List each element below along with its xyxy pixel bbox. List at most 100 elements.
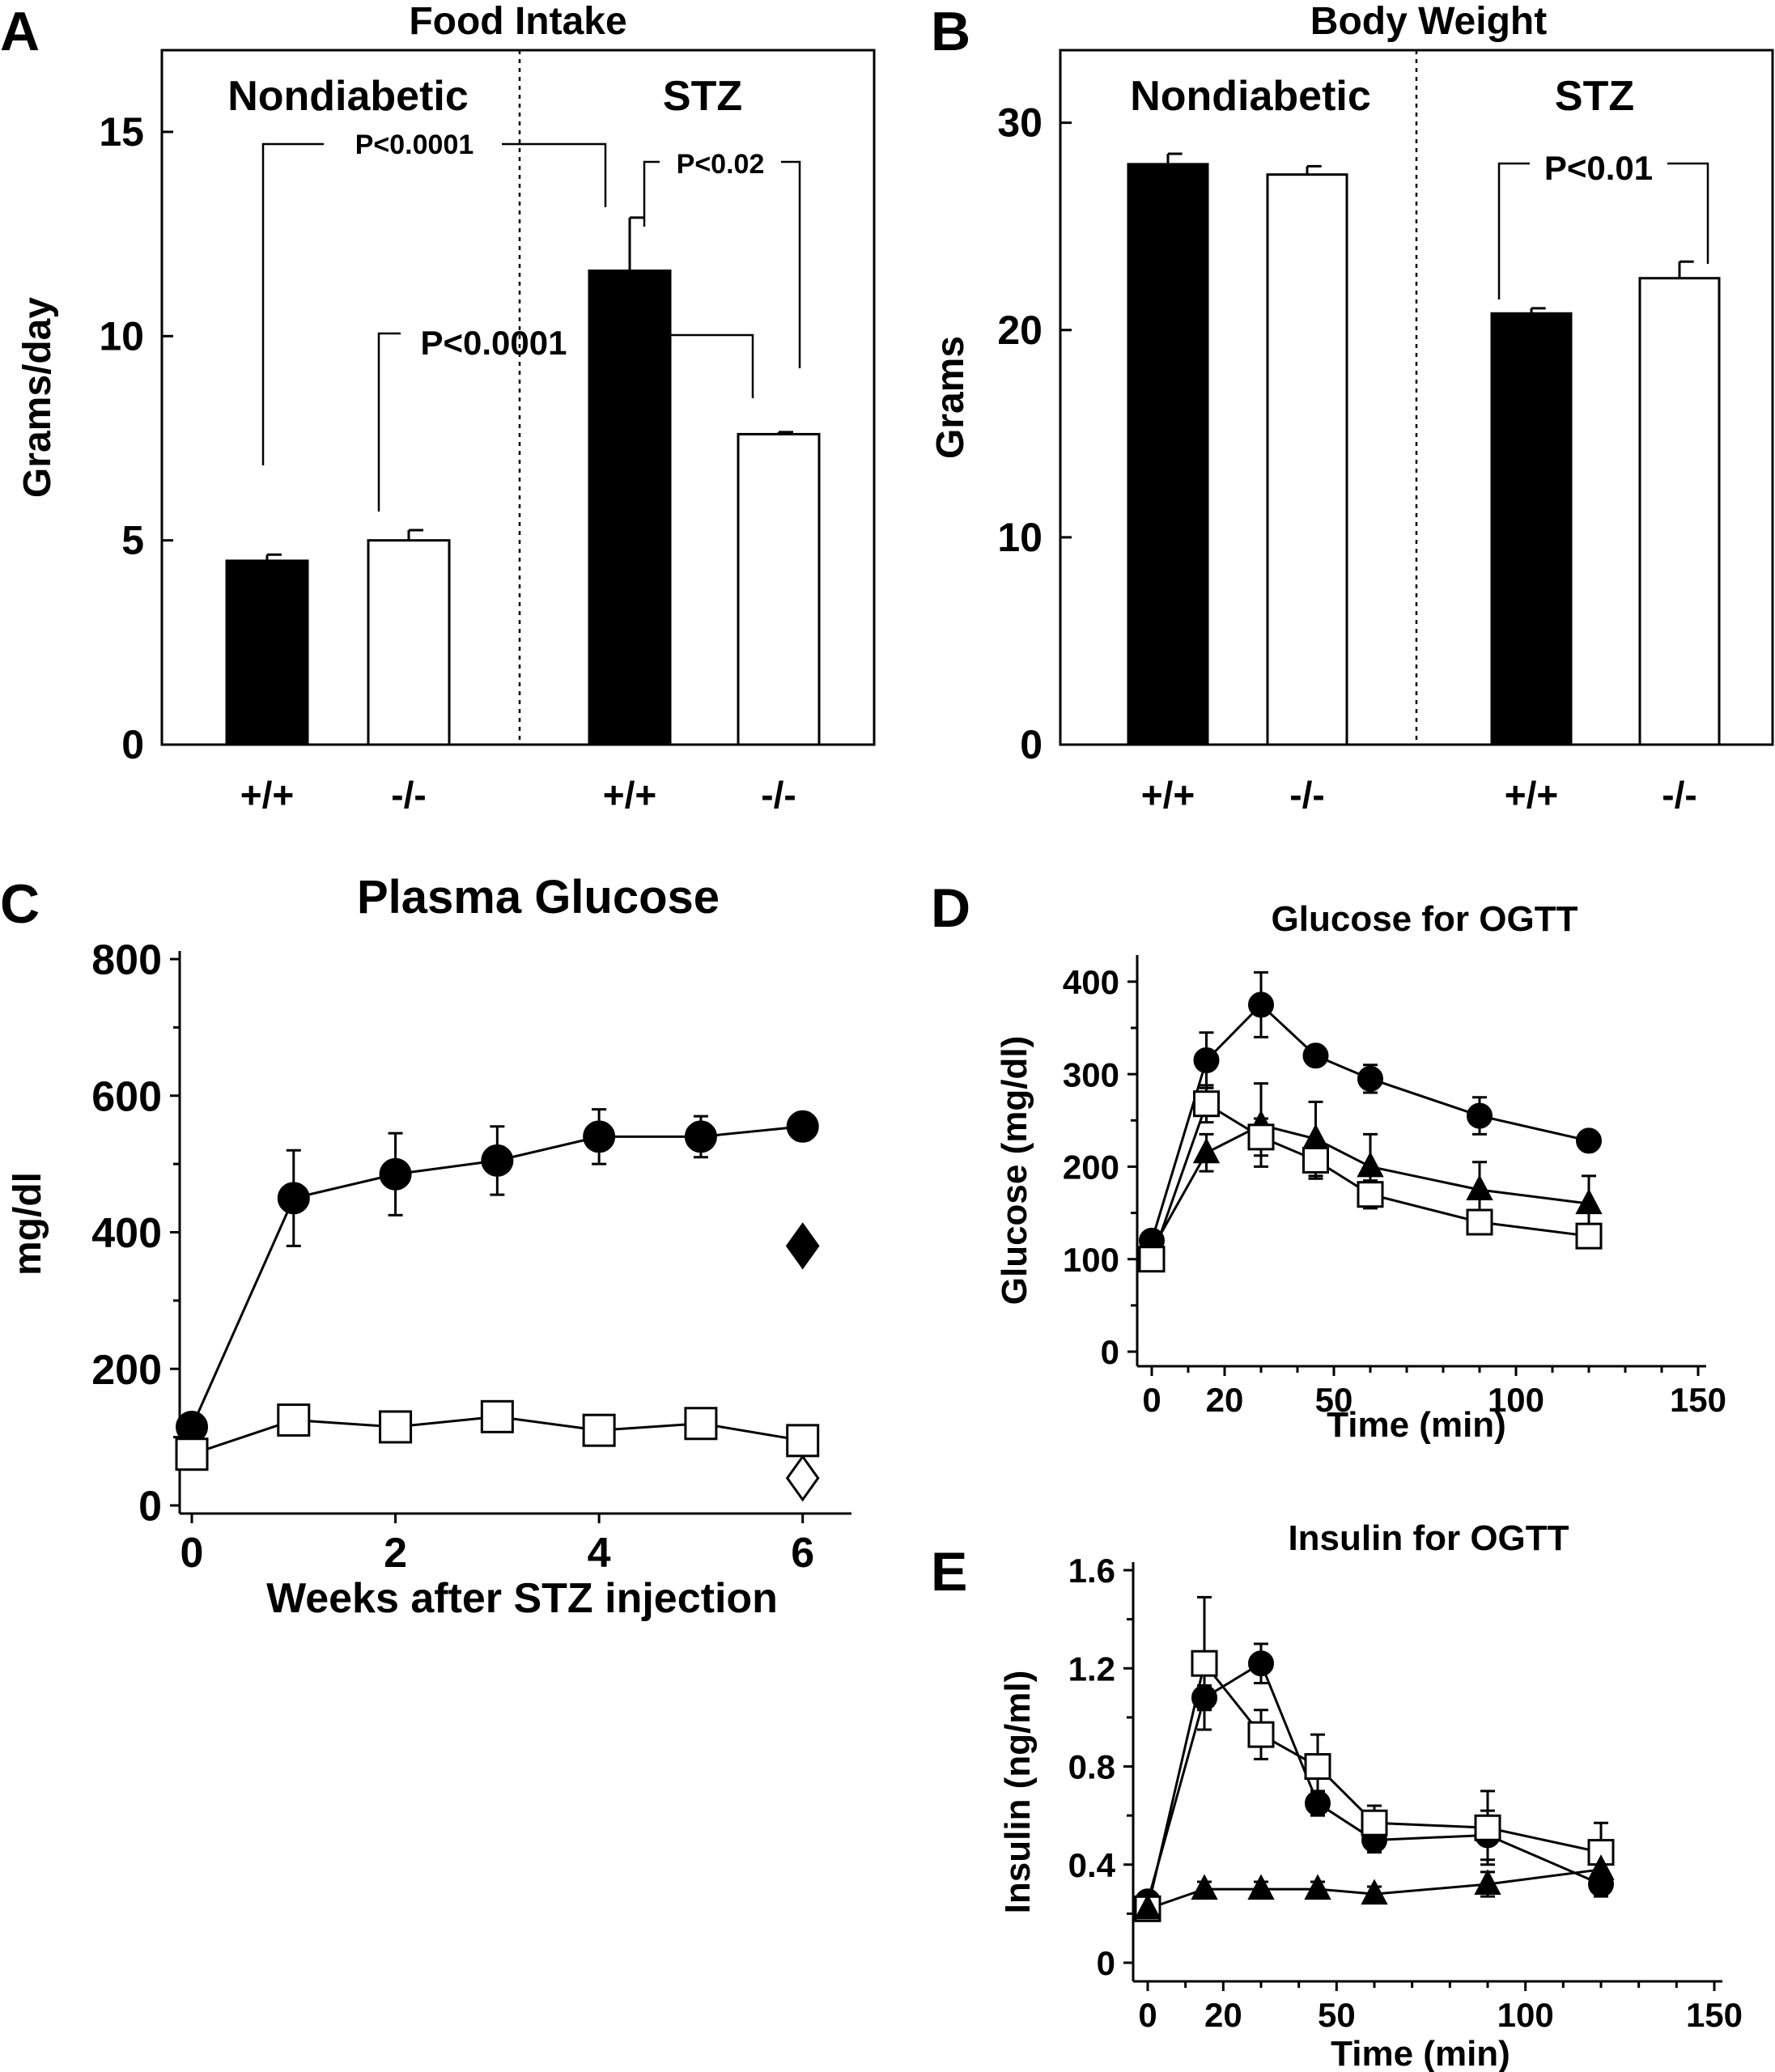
- b-x-tick-label: +/+: [1505, 774, 1559, 816]
- a-y-tick-label: 0: [121, 722, 144, 767]
- b-bar: [1490, 312, 1573, 746]
- e-x-tick-label: 0: [1138, 1996, 1157, 2034]
- d-y-tick-label: 400: [1063, 963, 1119, 1001]
- e-y-tick-label: 1.2: [1068, 1650, 1115, 1688]
- c-marker-square-open: [582, 1413, 616, 1447]
- d-marker-circle-filled: [1467, 1102, 1493, 1129]
- a-x-tick-label: -/-: [391, 774, 426, 816]
- d-marker-triangle-filled: [1192, 1137, 1221, 1164]
- e-marker-square-open: [1191, 1650, 1218, 1677]
- d-x-tick-label: 0: [1142, 1381, 1161, 1419]
- panel-e-title: Insulin for OGTT: [1288, 1518, 1569, 1558]
- panel-e-insulin-ogtt: Insulin for OGTT Insulin (ng/ml) Time (m…: [998, 1518, 1743, 2072]
- d-marker-triangle-filled: [1357, 1151, 1384, 1178]
- panel-b-title: Body Weight: [1310, 0, 1547, 43]
- e-marker-square-open: [1361, 1809, 1388, 1836]
- b-y-tick-label: 30: [997, 100, 1042, 146]
- d-x-tick-label: 150: [1670, 1381, 1726, 1419]
- panel-a-pvalue-2: P<0.02: [677, 149, 765, 180]
- e-marker-square-open: [1247, 1721, 1275, 1748]
- c-marker-circle-filled: [684, 1120, 717, 1153]
- c-x-tick-label: 0: [180, 1530, 204, 1577]
- b-y-tick-label: 10: [997, 515, 1042, 560]
- e-marker-triangle-filled: [1361, 1879, 1388, 1905]
- e-marker-triangle-filled: [1191, 1874, 1218, 1900]
- panel-a-bracket-3: [377, 332, 401, 512]
- panel-e-letter: E: [931, 1541, 967, 1603]
- a-x-tick-label: +/+: [240, 774, 295, 816]
- panel-e-x-axis-label: Time (min): [1331, 2034, 1510, 2072]
- b-y-tick-label: 20: [997, 308, 1042, 353]
- e-x-tick-label: 100: [1497, 1996, 1554, 2034]
- a-x-tick-label: +/+: [603, 774, 657, 816]
- b-x-tick-label: -/-: [1662, 774, 1696, 816]
- d-x-tick-label: 50: [1315, 1381, 1353, 1419]
- e-y-tick-label: 1.6: [1068, 1552, 1115, 1590]
- panel-a-letter: A: [0, 1, 40, 62]
- c-y-tick-label: 400: [91, 1210, 162, 1257]
- panel-a-bracket-2-right: [781, 160, 801, 368]
- b-bar: [1638, 277, 1721, 746]
- d-marker-triangle-filled: [1575, 1188, 1603, 1215]
- c-marker-square-open: [175, 1437, 209, 1471]
- panel-c-x-axis-label: Weeks after STZ injection: [266, 1575, 778, 1622]
- panel-a-bracket-1: [261, 142, 324, 465]
- b-x-tick-label: +/+: [1141, 774, 1195, 816]
- panel-d-y-axis-label: Glucose (mg/dl): [995, 1036, 1034, 1305]
- e-marker-circle-filled: [1248, 1650, 1274, 1677]
- b-bar: [1127, 163, 1209, 746]
- panel-a-group-stz: STZ: [663, 73, 742, 120]
- a-x-tick-label: -/-: [761, 774, 796, 816]
- panel-e-y-axis-label: Insulin (ng/ml): [998, 1671, 1038, 1914]
- d-x-tick-label: 100: [1488, 1381, 1544, 1419]
- c-marker-circle-filled: [786, 1110, 819, 1143]
- c-marker-square-open: [684, 1407, 718, 1441]
- a-y-tick-label: 10: [99, 313, 144, 359]
- e-marker-circle-filled: [1305, 1790, 1331, 1816]
- panel-b-group-stz: STZ: [1555, 73, 1634, 120]
- d-y-tick-label: 0: [1101, 1333, 1119, 1371]
- d-y-tick-label: 200: [1063, 1149, 1119, 1187]
- panel-a-y-axis-label: Grams/day: [16, 297, 59, 498]
- e-marker-triangle-filled: [1304, 1874, 1331, 1900]
- d-marker-triangle-filled: [1466, 1174, 1493, 1200]
- e-marker-square-open: [1474, 1814, 1501, 1841]
- panel-a-pvalue-3: P<0.0001: [420, 324, 567, 362]
- c-x-tick-label: 2: [384, 1530, 407, 1577]
- d-marker-circle-filled: [1576, 1127, 1602, 1154]
- d-marker-square-open: [1466, 1208, 1493, 1236]
- a-bar: [367, 539, 451, 746]
- e-marker-square-open: [1304, 1753, 1331, 1780]
- e-x-tick-label: 50: [1318, 1996, 1356, 2034]
- panel-a-title: Food Intake: [409, 0, 626, 43]
- e-marker-circle-filled: [1191, 1684, 1217, 1711]
- panel-b-group-nondiabetic: Nondiabetic: [1130, 73, 1371, 120]
- c-y-tick-label: 600: [91, 1073, 162, 1120]
- panel-b-bracket-1-right: [1667, 162, 1709, 264]
- c-marker-diamond-open: [785, 1454, 820, 1502]
- c-y-tick-label: 200: [91, 1347, 162, 1394]
- e-marker-triangle-filled: [1247, 1874, 1275, 1900]
- e-y-tick-label: 0: [1097, 1944, 1115, 1982]
- panel-d-letter: D: [931, 877, 970, 939]
- d-marker-square-open: [1302, 1146, 1329, 1174]
- e-marker-triangle-filled: [1134, 1893, 1161, 1920]
- d-marker-square-open: [1357, 1181, 1384, 1208]
- a-y-tick-label: 5: [121, 518, 144, 563]
- panel-a-group-nondiabetic: Nondiabetic: [227, 73, 469, 120]
- a-bar: [737, 432, 821, 746]
- b-y-tick-label: 0: [1020, 722, 1042, 767]
- c-marker-circle-filled: [277, 1182, 310, 1215]
- e-x-tick-label: 150: [1686, 1996, 1743, 2034]
- c-marker-square-open: [786, 1424, 820, 1458]
- d-marker-circle-filled: [1302, 1042, 1329, 1069]
- panel-b-bracket-1: [1497, 162, 1530, 299]
- e-y-tick-label: 0.8: [1068, 1748, 1115, 1786]
- panel-c-letter: C: [0, 873, 40, 935]
- c-y-tick-label: 800: [91, 937, 162, 984]
- c-marker-square-open: [379, 1410, 413, 1444]
- panel-c-title: Plasma Glucose: [357, 871, 720, 923]
- e-x-tick-label: 20: [1204, 1996, 1242, 2034]
- e-marker-triangle-filled: [1587, 1854, 1615, 1880]
